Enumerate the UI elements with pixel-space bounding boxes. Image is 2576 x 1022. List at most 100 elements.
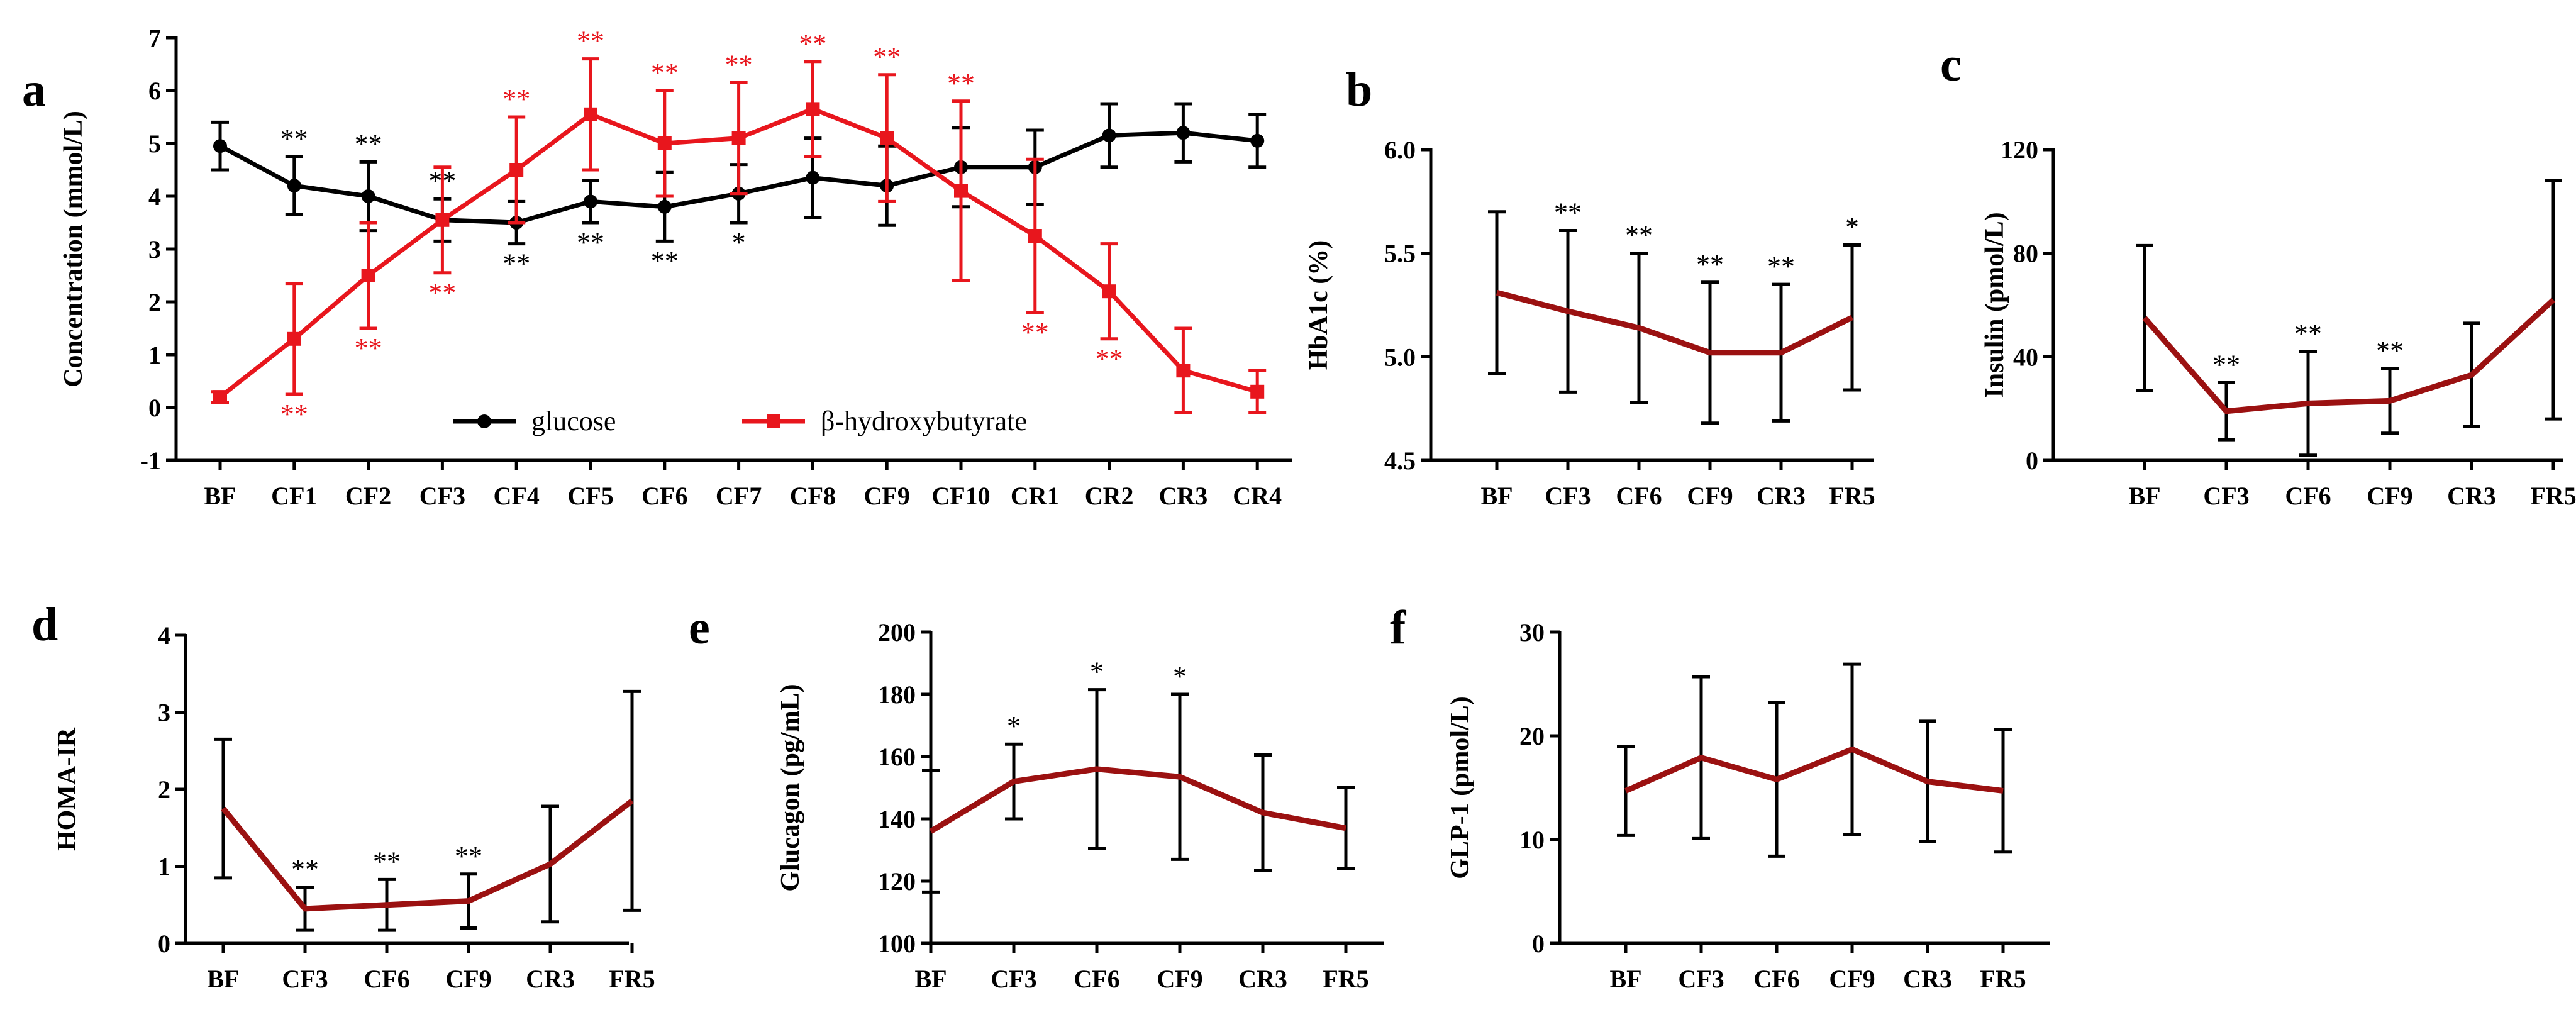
panel-a-series-1-significance: ** — [1096, 343, 1123, 374]
panel-e-x-tick-label: CF3 — [991, 965, 1036, 993]
panel-d-x-tick-label: CF9 — [445, 965, 491, 993]
panel-d-series-0-significance: ** — [291, 854, 319, 885]
panel-a-series-0-point — [806, 170, 820, 185]
panel-c-y-tick-label: 0 — [2026, 447, 2038, 475]
panel-c-y-tick-label: 120 — [2001, 136, 2038, 164]
panel-d-y-tick-label: 4 — [158, 621, 170, 650]
panel-b-y-axis-label: HbA1c (%) — [1304, 240, 1333, 370]
panel-f-series-0-line — [1624, 746, 2004, 794]
panel-a-series-0-significance: ** — [355, 128, 382, 159]
panel-e-y-tick-label: 140 — [878, 805, 916, 833]
panel-e-x-tick-label: FR5 — [1323, 965, 1368, 993]
legend-glucose-marker — [477, 414, 491, 428]
panel-c-series-0-significance: ** — [2294, 318, 2322, 349]
panel-a-y-tick-label: 4 — [148, 182, 161, 211]
panel-e-x-tick-label: CR3 — [1238, 965, 1287, 993]
panel-a-series-1-point — [1176, 364, 1191, 378]
panel-e-series-0-significance: * — [1090, 657, 1104, 687]
panel-a-series-0-point — [361, 189, 375, 203]
panel-a-x-tick-label: BF — [204, 482, 236, 510]
panel-a-series-1-significance: ** — [502, 84, 530, 114]
panel-e-x-tick-label: CF9 — [1157, 965, 1202, 993]
panel-a-series-0-significance: ** — [280, 123, 308, 154]
panel-a-series-1-point — [435, 213, 450, 227]
panel-a-series-0-significance: * — [732, 227, 746, 258]
panel-a-series-0-significance: ** — [502, 248, 530, 279]
panel-b-y-tick-label: 5.0 — [1384, 343, 1416, 371]
panel-a-x-tick-label: CF4 — [494, 482, 540, 510]
panel-a-x-tick-label: CF5 — [567, 482, 613, 510]
panel-e-y-tick-label: 180 — [878, 680, 916, 709]
panel-a-series-0-point — [213, 139, 227, 153]
panel-c-series-0-significance: ** — [2212, 350, 2240, 380]
panel-e-series-0-significance: * — [1173, 661, 1187, 692]
panel-c-label: c — [1940, 38, 1962, 91]
panel-a-series-0-significance: ** — [651, 245, 679, 276]
legend-glucose-label: glucose — [531, 406, 616, 436]
panel-b-y-tick-label: 5.5 — [1384, 240, 1416, 268]
panel-d-label: d — [31, 598, 58, 651]
panel-a-x-tick-label: CF10 — [931, 482, 990, 510]
panel-a-label: a — [22, 64, 46, 116]
panel-a-x-tick-label: CF6 — [641, 482, 687, 510]
panel-a-series-0-point — [1176, 126, 1191, 140]
panel-e-y-tick-label: 100 — [878, 930, 916, 958]
panel-b-series-0-significance: ** — [1767, 251, 1795, 282]
panel-a-series-0-significance: ** — [577, 227, 604, 258]
panel-b-series-0-significance: ** — [1696, 249, 1724, 280]
panel-b-series-0-significance: ** — [1625, 220, 1653, 251]
panel-a-y-tick-label: 5 — [148, 130, 161, 158]
panel-a-series-1-significance: ** — [651, 57, 679, 88]
panel-a-y-tick-label: -1 — [140, 447, 161, 475]
panel-e-y-tick-label: 120 — [878, 867, 916, 896]
panel-f-y-tick-label: 0 — [1532, 930, 1545, 958]
panel-a-y-axis-label: Concentration (mmol/L) — [59, 111, 88, 387]
panel-a-x-tick-label: CF8 — [790, 482, 836, 510]
panel-c-y-axis-label: Insulin (pmol/L) — [1980, 212, 2009, 397]
panel-e-x-tick-label: CF6 — [1074, 965, 1119, 993]
panel-e-series-0-line — [929, 766, 1346, 834]
panel-b-x-tick-label: CF3 — [1545, 482, 1591, 510]
panel-b-y-tick-label: 4.5 — [1384, 447, 1416, 475]
panel-b-label: b — [1346, 64, 1372, 116]
panel-f-x-tick-label: CR3 — [1903, 965, 1952, 993]
panel-a-series-1-significance: ** — [799, 28, 826, 59]
panel-a-y-tick-label: 3 — [148, 235, 161, 264]
panel-a-series-1-point — [1028, 229, 1042, 243]
panel-a-series-1-point — [880, 131, 894, 145]
panel-b-y-tick-label: 6.0 — [1384, 136, 1416, 164]
panel-a-series-1-point — [954, 184, 968, 198]
panel-f-x-tick-label: CF3 — [1678, 965, 1724, 993]
panel-c-x-tick-label: CF6 — [2285, 482, 2331, 510]
panel-a-x-tick-label: CF7 — [716, 482, 762, 510]
panel-a-series-1-significance: ** — [280, 399, 308, 430]
panel-a-series-0-point — [657, 199, 672, 214]
panel-e-label: e — [689, 601, 710, 654]
panel-d-x-tick-label: CR3 — [526, 965, 575, 993]
panel-a-y-tick-label: 1 — [148, 341, 161, 369]
panel-d-y-tick-label: 1 — [158, 853, 170, 881]
panel-b-x-tick-label: CR3 — [1757, 482, 1806, 510]
panel-e-x-tick-label: BF — [914, 965, 947, 993]
panel-b-x-tick-label: CF9 — [1687, 482, 1733, 510]
panel-f-y-tick-label: 10 — [1519, 826, 1545, 854]
panel-e-y-tick-label: 200 — [878, 618, 916, 647]
panel-a-x-tick-label: CF3 — [419, 482, 465, 510]
panel-a-series-1-point — [731, 131, 746, 145]
panel-c-y-tick-label: 40 — [2013, 343, 2038, 371]
panel-a-x-tick-label: CR3 — [1159, 482, 1208, 510]
panel-c-x-tick-label: FR5 — [2530, 482, 2576, 510]
legend-bhb-marker — [767, 414, 780, 428]
panel-f-label: f — [1390, 601, 1407, 654]
panel-d-x-tick-label: BF — [207, 965, 239, 993]
panel-f-x-tick-label: FR5 — [1980, 965, 2026, 993]
panel-b-x-tick-label: FR5 — [1829, 482, 1875, 510]
panel-a-x-tick-label: CF9 — [864, 482, 910, 510]
panel-a-series-1-point — [657, 136, 672, 150]
panel-d-series-0-significance: ** — [455, 841, 482, 872]
panel-e-series-0-significance: * — [1007, 711, 1021, 742]
panel-a-series-1-point — [509, 163, 524, 177]
panel-f-x-tick-label: CF9 — [1829, 965, 1875, 993]
panel-a-series-1-significance: ** — [725, 49, 753, 80]
